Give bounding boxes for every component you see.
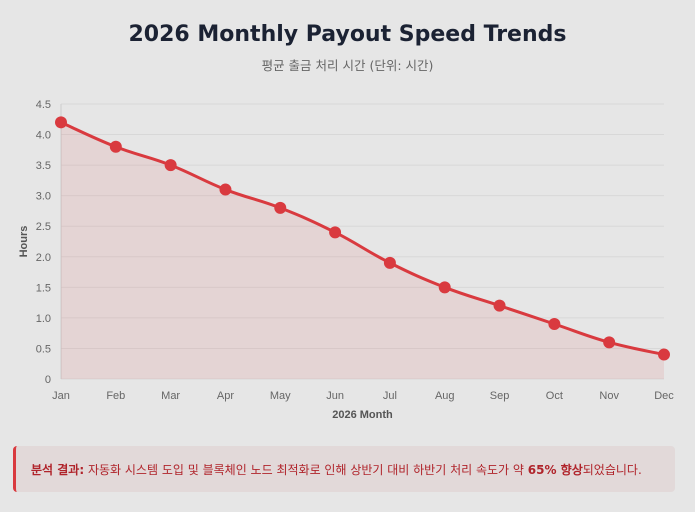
data-point [383, 256, 396, 269]
data-point [658, 348, 670, 361]
x-tick-label: Feb [106, 390, 125, 402]
area-fill [61, 122, 664, 379]
x-axis-title: 2026 Month [332, 409, 393, 421]
data-point [55, 116, 67, 129]
callout-label: 분석 결과: [31, 463, 85, 477]
data-point [109, 140, 122, 153]
x-tick-label: Sep [490, 390, 510, 402]
y-tick-label: 3.0 [36, 191, 51, 203]
data-point [274, 201, 287, 214]
y-axis-title: Hours [18, 226, 30, 258]
y-tick-label: 2.0 [36, 252, 51, 264]
data-point [164, 159, 177, 172]
x-tick-label: May [270, 390, 291, 402]
y-tick-label: 2.5 [36, 221, 51, 233]
x-tick-label: Oct [546, 390, 563, 402]
data-point [493, 299, 506, 312]
callout-text-end: 되었습니다. [582, 463, 642, 477]
x-tick-label: Jul [383, 390, 397, 402]
callout-text: 자동화 시스템 도입 및 블록체인 노드 최적화로 인해 상반기 대비 하반기 … [84, 463, 528, 477]
x-tick-label: Aug [435, 390, 455, 402]
chart-subtitle: 평균 출금 처리 시간 (단위: 시간) [261, 58, 434, 73]
x-tick-label: Nov [599, 390, 619, 402]
data-point [329, 226, 342, 239]
y-tick-label: 3.5 [36, 160, 51, 172]
y-tick-label: 1.0 [36, 313, 51, 325]
y-tick-label: 1.5 [36, 282, 51, 294]
data-point [603, 336, 616, 349]
x-tick-label: Mar [161, 390, 180, 402]
y-tick-label: 0 [45, 374, 51, 386]
callout-highlight: 65% 향상 [527, 463, 583, 477]
x-tick-label: Jun [326, 390, 344, 402]
y-tick-label: 0.5 [36, 343, 51, 355]
y-tick-label: 4.0 [36, 130, 51, 142]
x-tick-label: Apr [217, 390, 234, 402]
x-tick-label: Dec [654, 390, 674, 402]
analysis-callout: 분석 결과: 자동화 시스템 도입 및 블록체인 노드 최적화로 인해 상반기 … [13, 446, 675, 492]
x-tick-label: Jan [52, 390, 70, 402]
chart-title: 2026 Monthly Payout Speed Trends [128, 22, 567, 47]
data-point [548, 318, 561, 330]
y-tick-label: 4.5 [36, 99, 51, 111]
line-chart: 0 0.5 1.0 1.5 2.0 2.5 3.0 3.5 4.0 4.5 Jan Feb Mar Apr… [18, 99, 674, 421]
data-point [438, 281, 451, 294]
data-point [219, 183, 232, 196]
